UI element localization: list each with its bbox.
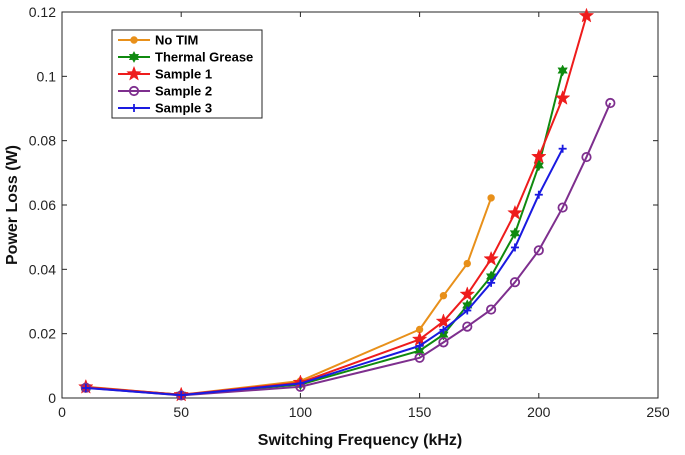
data-point (507, 204, 523, 220)
data-point (483, 250, 499, 266)
data-point (463, 259, 471, 268)
legend-label: Thermal Grease (155, 50, 253, 65)
data-point (487, 278, 496, 287)
legend-label: Sample 2 (155, 84, 212, 99)
data-point (581, 151, 592, 163)
y-tick-label: 0 (48, 390, 56, 406)
x-tick-label: 100 (289, 404, 313, 420)
data-point (415, 341, 424, 350)
data-point (605, 97, 616, 109)
legend-label: Sample 3 (155, 101, 212, 116)
data-point (534, 190, 543, 199)
data-point (435, 313, 452, 329)
y-tick-label: 0.1 (37, 68, 57, 84)
data-point (510, 243, 519, 252)
x-tick-label: 250 (646, 404, 670, 420)
data-point (177, 391, 186, 400)
data-point (578, 7, 595, 23)
data-point (414, 352, 425, 363)
legend-label: No TIM (155, 33, 198, 48)
y-tick-label: 0.04 (29, 261, 56, 277)
y-tick-label: 0.02 (29, 326, 56, 342)
series-layer (78, 7, 616, 402)
data-point (557, 64, 568, 77)
legend-marker (130, 104, 138, 112)
legend-marker (128, 50, 140, 64)
data-point (439, 292, 448, 300)
data-point (462, 321, 473, 332)
legend-item: Thermal Grease (118, 50, 253, 65)
data-point (487, 194, 495, 202)
legend-marker (128, 85, 140, 97)
data-point (463, 306, 472, 315)
y-tick-label: 0.06 (29, 197, 56, 213)
data-point (533, 245, 544, 256)
x-tick-label: 50 (173, 404, 189, 420)
y-tick-label: 0.08 (29, 133, 56, 149)
series-sample-3 (81, 144, 567, 400)
legend-marker (130, 36, 138, 44)
legend-item: Sample 1 (118, 65, 212, 82)
legend-marker (126, 65, 142, 81)
x-axis: 0 50 100 150 200 250 (58, 12, 670, 420)
data-point (81, 384, 90, 393)
data-point (296, 379, 305, 388)
series-line (85, 148, 564, 397)
x-tick-label: 0 (58, 404, 66, 420)
legend-item: No TIM (118, 33, 198, 48)
legend-item: Sample 3 (118, 101, 212, 116)
data-point (439, 325, 448, 334)
data-point (438, 337, 449, 348)
data-point (533, 159, 545, 172)
data-point (486, 304, 497, 315)
x-tick-label: 200 (527, 404, 551, 420)
legend-item: Sample 2 (118, 84, 212, 99)
x-axis-label: Switching Frequency (kHz) (258, 432, 462, 449)
data-point (558, 144, 567, 153)
legend: No TIM Thermal Grease Sample 1 Sample 2 Samp… (111, 29, 263, 119)
y-tick-label: 0.12 (29, 4, 56, 20)
legend-label: Sample 1 (155, 67, 212, 82)
x-tick-label: 150 (408, 404, 432, 420)
data-point (554, 89, 571, 105)
data-point (459, 286, 476, 302)
y-axis-label: Power Loss (W) (4, 145, 21, 265)
data-point (509, 227, 521, 240)
data-point (557, 202, 568, 213)
data-point (530, 148, 547, 164)
data-point (509, 277, 521, 288)
series-line (85, 102, 612, 397)
y-axis: 0 0.02 0.04 0.06 0.08 0.1 0.12 (29, 4, 658, 406)
